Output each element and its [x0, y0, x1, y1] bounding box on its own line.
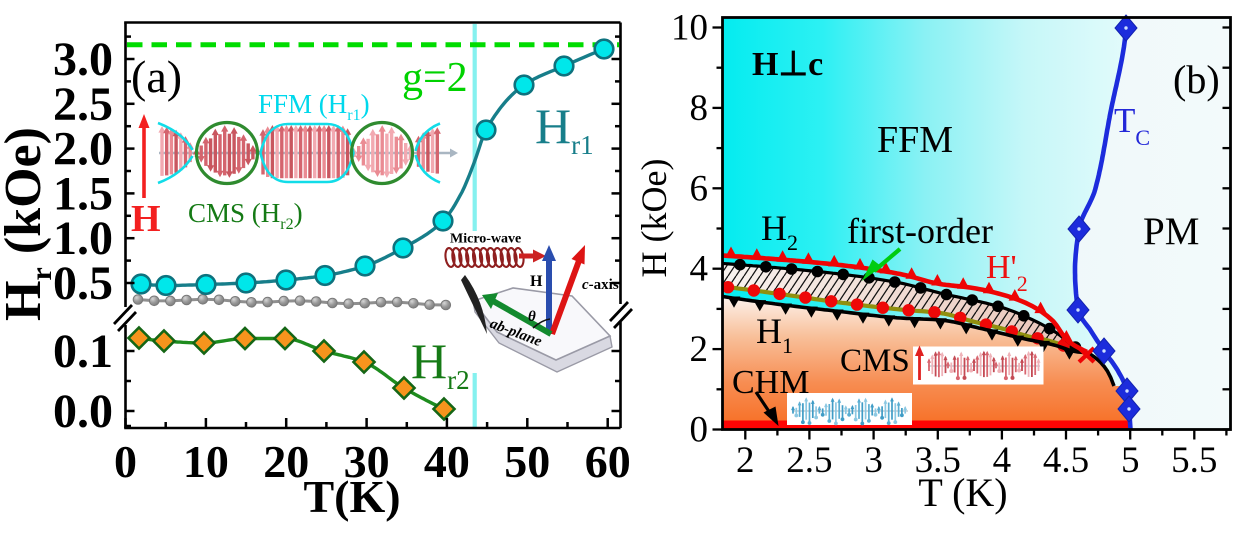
- svg-text:FFM: FFM: [877, 119, 953, 161]
- svg-text:0.0: 0.0: [53, 385, 113, 438]
- svg-text:H⊥c: H⊥c: [752, 46, 823, 83]
- svg-text:5.5: 5.5: [1171, 440, 1217, 481]
- svg-text:2.0: 2.0: [53, 123, 113, 176]
- svg-text:2.5: 2.5: [786, 440, 832, 481]
- svg-text:40: 40: [424, 436, 470, 487]
- svg-text:3.5: 3.5: [915, 440, 961, 481]
- svg-text:0: 0: [114, 436, 137, 487]
- svg-text:Hr (kOe): Hr (kOe): [0, 127, 58, 321]
- svg-text:10: 10: [183, 436, 229, 487]
- svg-text:H: H: [530, 273, 543, 290]
- svg-text:2.5: 2.5: [53, 78, 113, 131]
- svg-text:1.0: 1.0: [53, 212, 113, 265]
- svg-text:CHM: CHM: [732, 364, 809, 401]
- svg-text:3: 3: [864, 440, 883, 481]
- svg-text:30: 30: [344, 436, 390, 487]
- svg-text:(a): (a): [131, 51, 182, 102]
- svg-text:H (kOe): H (kOe): [634, 159, 674, 278]
- svg-text:2: 2: [690, 329, 709, 370]
- svg-text:0.5: 0.5: [53, 257, 113, 310]
- svg-text:first-order: first-order: [847, 211, 993, 251]
- svg-text:Micro-wave: Micro-wave: [450, 232, 521, 247]
- svg-text:20: 20: [263, 436, 309, 487]
- svg-text:6: 6: [690, 168, 709, 209]
- svg-text:c-axis: c-axis: [582, 277, 619, 293]
- svg-text:0.1: 0.1: [53, 325, 113, 378]
- svg-text:g=2: g=2: [402, 55, 468, 101]
- svg-text:8: 8: [690, 88, 709, 129]
- svg-text:T(K): T(K): [303, 471, 400, 522]
- svg-text:PM: PM: [1143, 210, 1199, 253]
- svg-text:H1: H1: [756, 311, 793, 358]
- svg-text:4.5: 4.5: [1043, 440, 1089, 481]
- svg-text:5: 5: [1121, 440, 1140, 481]
- svg-text:4: 4: [690, 249, 709, 290]
- svg-text:H: H: [131, 198, 161, 240]
- svg-text:CMS: CMS: [840, 343, 910, 379]
- svg-text:1.5: 1.5: [53, 167, 113, 220]
- svg-text:60: 60: [585, 436, 631, 487]
- svg-text:(b): (b): [1173, 57, 1220, 102]
- svg-text:T (K): T (K): [918, 470, 1007, 515]
- svg-text:50: 50: [504, 436, 550, 487]
- svg-text:2: 2: [736, 440, 755, 481]
- svg-text:θ: θ: [528, 309, 536, 325]
- svg-text:10: 10: [671, 8, 708, 49]
- svg-text:3.0: 3.0: [53, 33, 113, 86]
- svg-text:0: 0: [690, 410, 709, 451]
- svg-text:4: 4: [993, 440, 1012, 481]
